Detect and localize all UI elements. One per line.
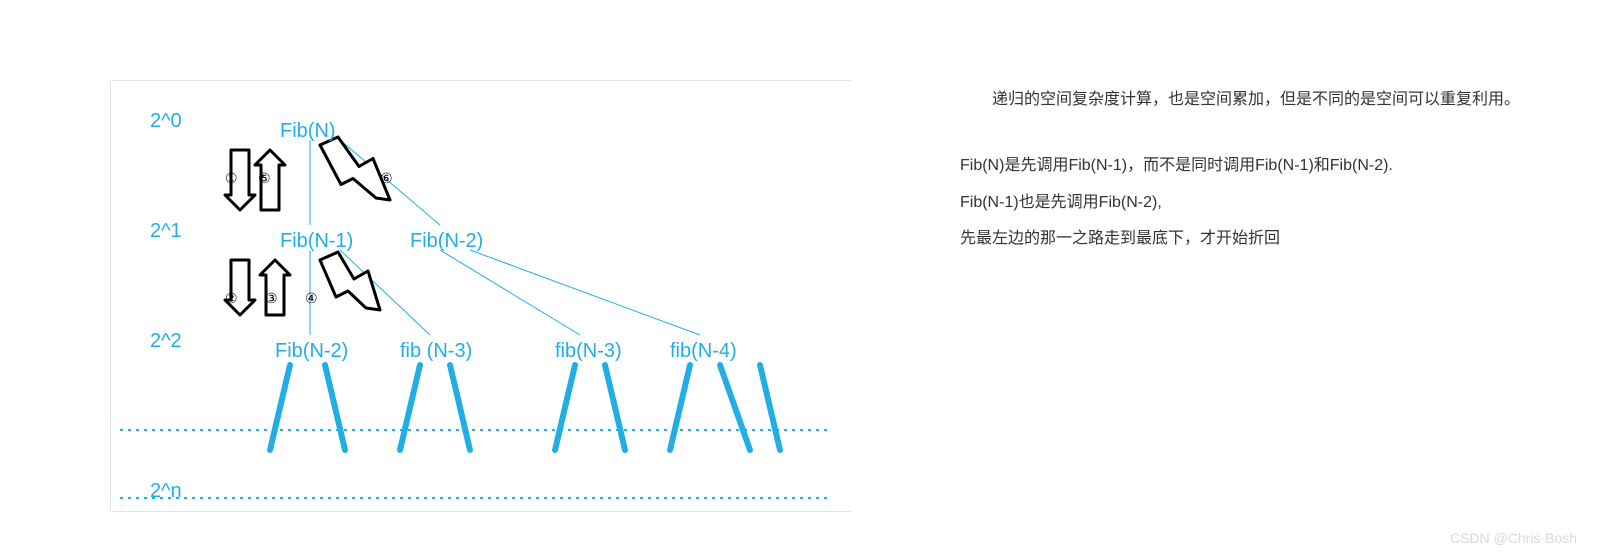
tree-node: Fib(N-2) xyxy=(410,230,483,253)
step-marker: ② xyxy=(225,290,238,307)
level-label: 2^2 xyxy=(150,330,182,353)
para-2: Fib(N)是先调用Fib(N-1)，而不是同时调用Fib(N-1)和Fib(N… xyxy=(960,151,1520,181)
level-label: 2^0 xyxy=(150,110,182,133)
diagram-svg xyxy=(110,80,850,510)
para-1: 递归的空间复杂度计算，也是空间累加，但是不同的是空间可以重复利用。 xyxy=(960,85,1520,115)
tree-node: Fib(N-2) xyxy=(275,340,348,363)
tree-node: fib(N-4) xyxy=(670,340,737,363)
step-marker: ⑤ xyxy=(258,170,271,187)
level-label: 2^n xyxy=(150,480,182,503)
tree-node: Fib(N) xyxy=(280,120,336,143)
level-label: 2^1 xyxy=(150,220,182,243)
tree-node: fib (N-3) xyxy=(400,340,472,363)
step-marker: ③ xyxy=(265,290,278,307)
step-marker: ④ xyxy=(305,290,318,307)
watermark: CSDN @Chris·Bosh xyxy=(1450,530,1577,546)
explanation-text: 递归的空间复杂度计算，也是空间累加，但是不同的是空间可以重复利用。 Fib(N)… xyxy=(960,85,1520,261)
step-marker: ⑥ xyxy=(380,170,393,187)
para-3: Fib(N-1)也是先调用Fib(N-2), xyxy=(960,188,1520,218)
tree-node: Fib(N-1) xyxy=(280,230,353,253)
step-marker: ① xyxy=(225,170,238,187)
para-4: 先最左边的那一之路走到最底下，才开始折回 xyxy=(960,224,1520,254)
tree-node: fib(N-3) xyxy=(555,340,622,363)
